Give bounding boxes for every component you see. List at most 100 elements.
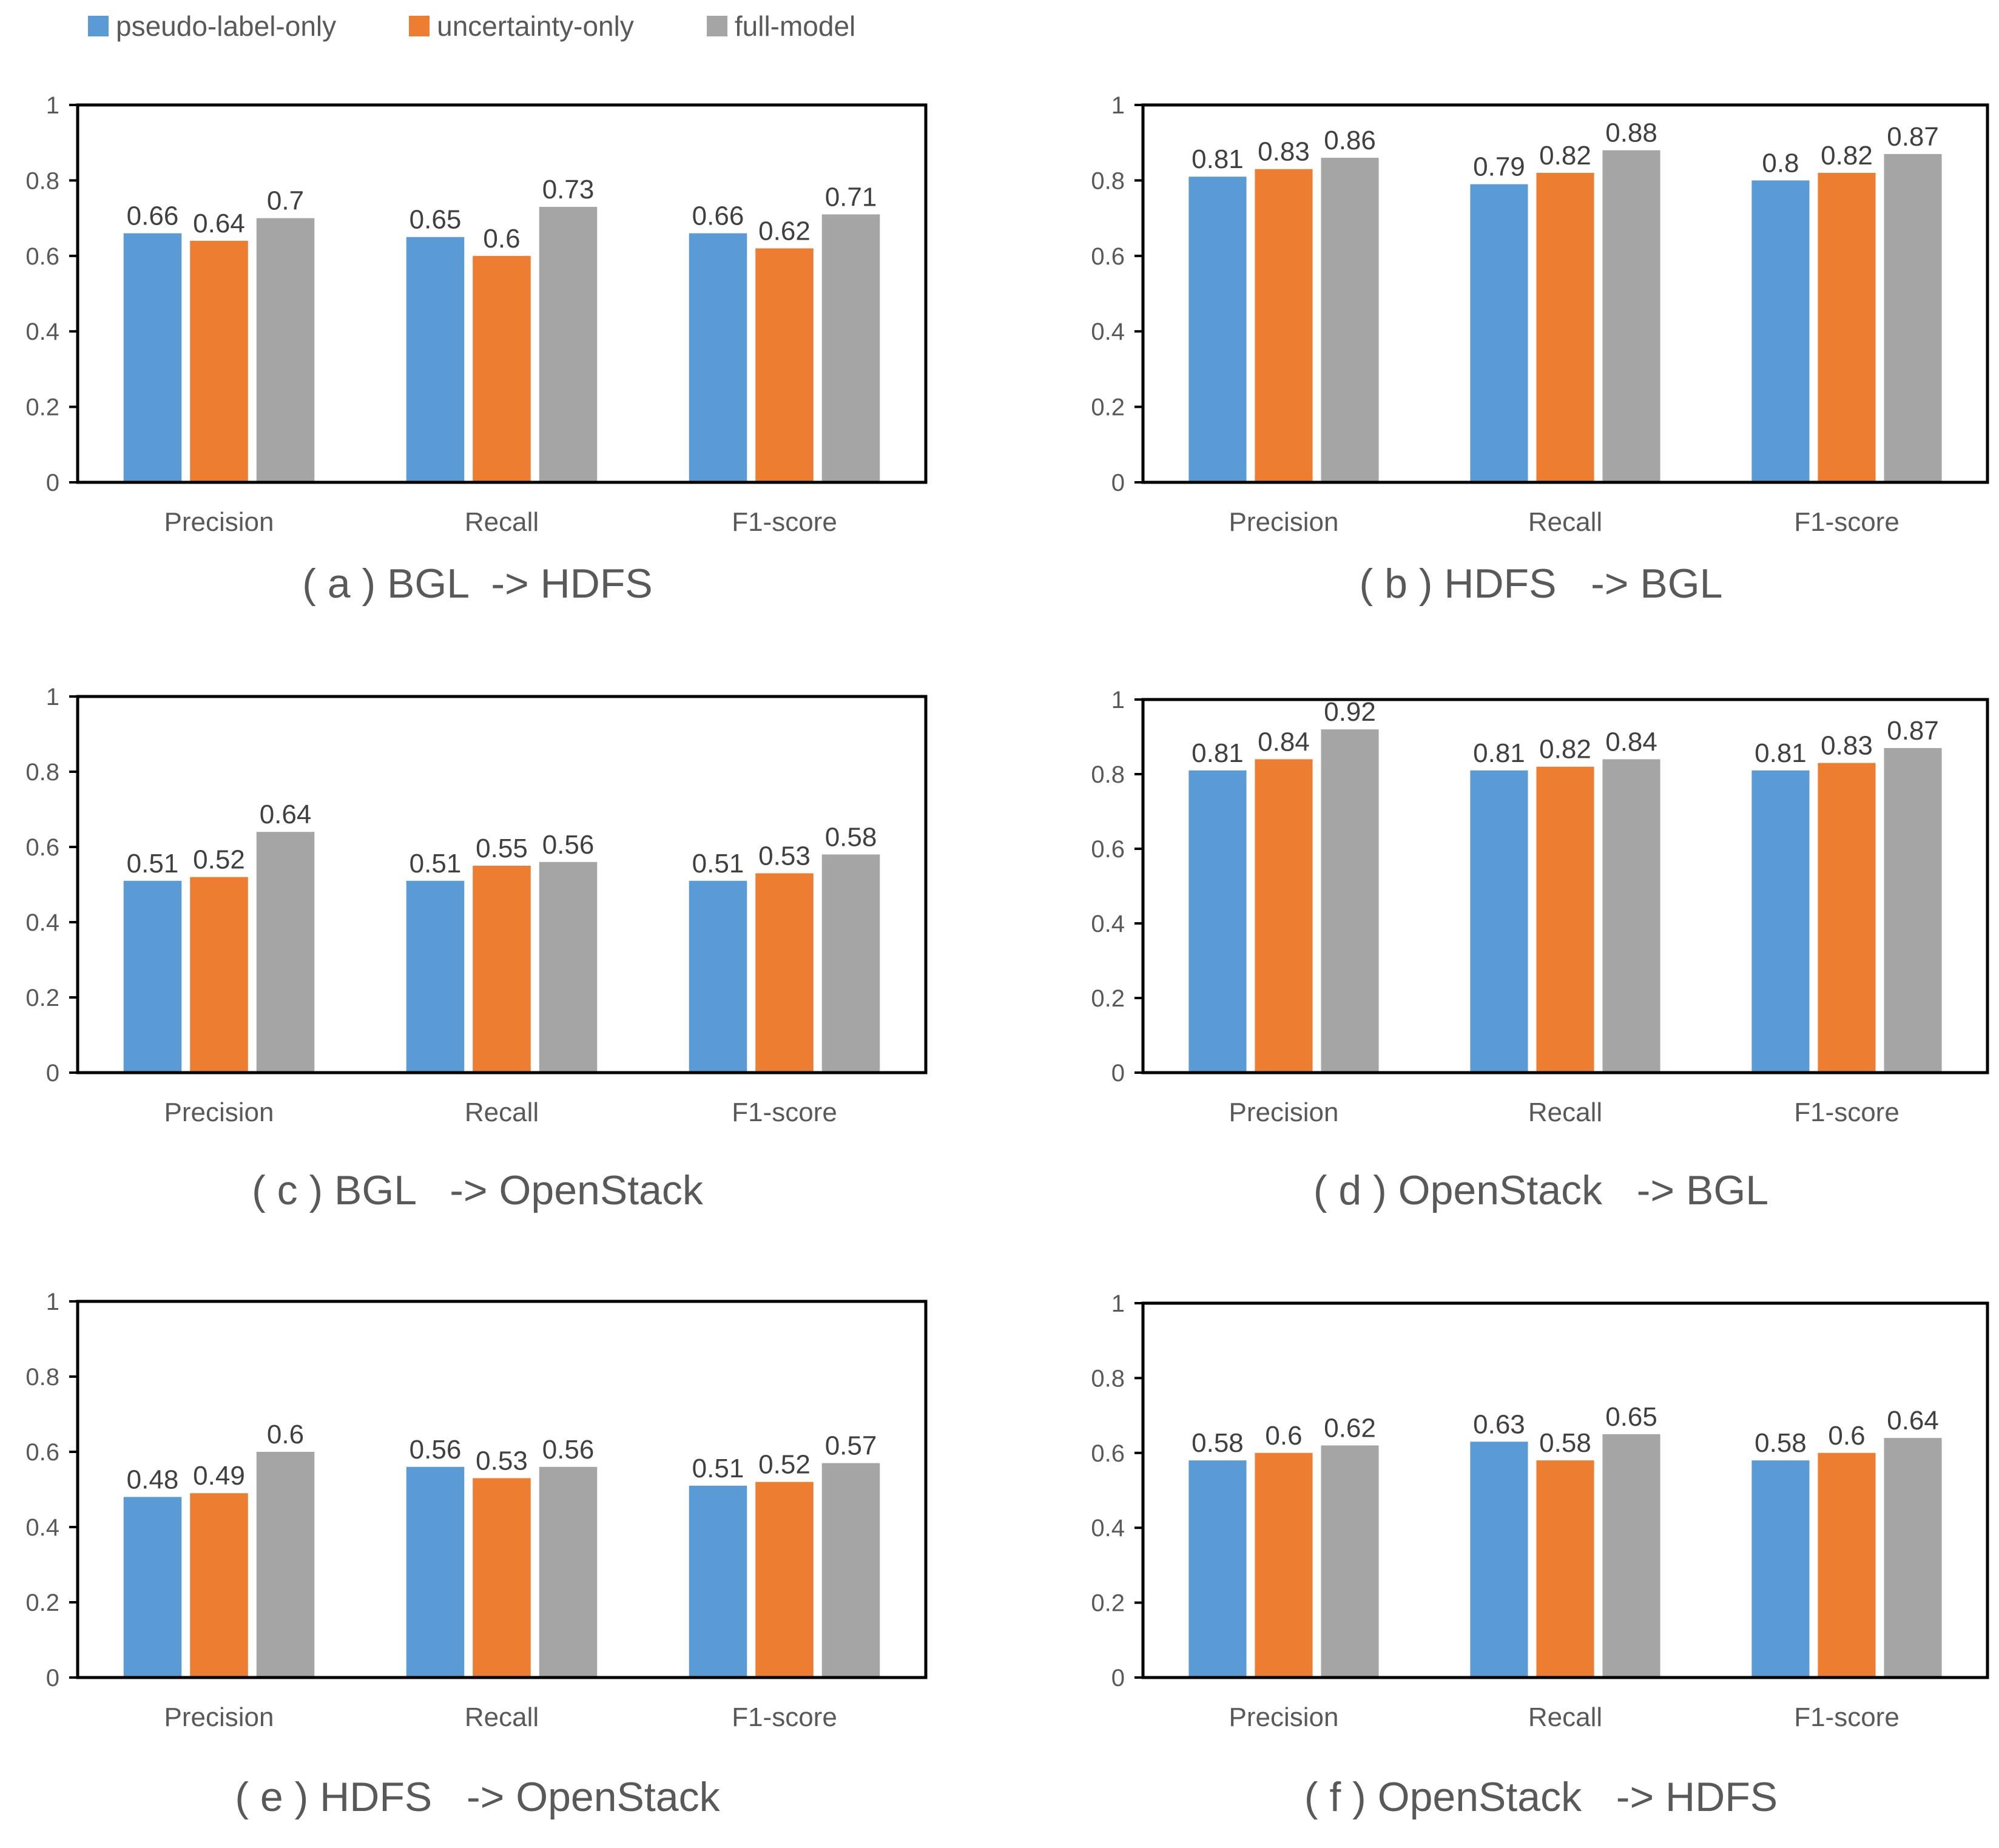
bar-full-model-precision [256, 832, 315, 1073]
chart-title: ( f ) OpenStack -> HDFS [1304, 1774, 1778, 1820]
bar-uncertainty-only-recall [1536, 766, 1594, 1073]
data-label: 0.81 [1192, 738, 1244, 768]
data-label: 0.81 [1192, 144, 1244, 174]
bar-full-model-f1-score [821, 1463, 880, 1678]
bar-uncertainty-only-recall [1536, 1460, 1594, 1678]
y-tick-label: 1 [1111, 92, 1125, 119]
data-label: 0.71 [825, 182, 877, 212]
data-label: 0.87 [1887, 716, 1939, 746]
data-label: 0.64 [260, 800, 312, 829]
legend-label-uncertainty-only: uncertainty-only [437, 10, 634, 42]
data-label: 0.58 [1539, 1428, 1591, 1458]
y-tick-label: 0.6 [25, 243, 59, 270]
bar-full-model-recall [1602, 1434, 1660, 1678]
data-label: 0.63 [1473, 1409, 1525, 1439]
bar-pseudo-label-only-precision [123, 1497, 182, 1678]
data-label: 0.82 [1821, 141, 1873, 170]
y-tick-label: 0.8 [1091, 1365, 1125, 1392]
bar-full-model-f1-score [821, 214, 880, 482]
data-label: 0.87 [1887, 122, 1939, 152]
bar-full-model-f1-score [1884, 747, 1942, 1073]
data-label: 0.6 [1265, 1421, 1302, 1451]
bar-full-model-recall [539, 206, 598, 482]
data-label: 0.73 [542, 175, 595, 204]
y-tick-label: 0 [1111, 1665, 1125, 1691]
chart-c: 0 0.2 0.4 0.6 0.8 1 0.51 0.52 0.64 Precision 0.51 0… [25, 684, 928, 1213]
bar-uncertainty-only-f1-score [755, 248, 814, 482]
chart-a: 0 0.2 0.4 0.6 0.8 1 0.66 0.64 0.7 Precision 0.65 0.… [25, 92, 928, 607]
bar-uncertainty-only-f1-score [1818, 172, 1876, 482]
data-label: 0.92 [1324, 697, 1376, 727]
y-tick-label: 0.8 [1091, 761, 1125, 788]
legend-swatch-full-model [706, 16, 727, 36]
x-category-label: Precision [1229, 1702, 1339, 1732]
data-label: 0.62 [758, 216, 811, 246]
x-category-label: Precision [164, 1098, 274, 1127]
bar-uncertainty-only-f1-score [755, 873, 814, 1073]
data-label: 0.66 [127, 201, 179, 231]
y-tick-label: 1 [46, 684, 59, 710]
plot-frame [1141, 1301, 1989, 1679]
y-tick-label: 0.2 [25, 1590, 59, 1616]
bar-pseudo-label-only-f1-score [689, 880, 747, 1073]
data-label: 0.83 [1821, 731, 1873, 761]
y-tick-label: 0 [1111, 470, 1125, 496]
bar-pseudo-label-only-precision [1188, 1460, 1247, 1678]
data-label: 0.56 [410, 1435, 462, 1465]
bar-uncertainty-only-f1-score [1818, 1452, 1876, 1678]
x-category-label: F1-score [732, 507, 837, 537]
legend-item-pseudo-label-only: pseudo-label-only [88, 10, 336, 42]
data-label: 0.56 [542, 1435, 595, 1465]
x-category-label: Precision [164, 507, 274, 537]
bar-full-model-recall [1602, 759, 1660, 1073]
bar-full-model-recall [539, 862, 598, 1073]
y-tick-label: 0.4 [1091, 319, 1125, 345]
y-tick-label: 0 [46, 1665, 59, 1691]
y-tick-label: 0.4 [1091, 911, 1125, 937]
data-label: 0.6 [483, 224, 520, 254]
bar-full-model-recall [1602, 150, 1660, 482]
y-tick-label: 0.4 [1091, 1515, 1125, 1542]
x-category-label: Recall [1528, 1702, 1602, 1732]
x-category-label: Precision [1229, 507, 1339, 537]
bar-pseudo-label-only-recall [1470, 1442, 1528, 1678]
bar-full-model-precision [1321, 1445, 1379, 1678]
data-label: 0.7 [267, 186, 304, 216]
x-category-label: Recall [1528, 507, 1602, 537]
data-label: 0.64 [1887, 1406, 1939, 1435]
data-label: 0.66 [692, 201, 744, 231]
bar-pseudo-label-only-recall [406, 880, 465, 1073]
y-tick-label: 0.2 [1091, 394, 1125, 421]
x-category-label: F1-score [1794, 1702, 1900, 1732]
bar-full-model-f1-score [821, 854, 880, 1073]
bar-pseudo-label-only-precision [1188, 177, 1247, 482]
data-label: 0.8 [1762, 148, 1799, 178]
bar-uncertainty-only-precision [190, 240, 248, 482]
y-tick-label: 0.2 [25, 394, 59, 421]
y-tick-label: 0 [46, 470, 59, 496]
bar-uncertainty-only-f1-score [1818, 763, 1876, 1073]
bar-uncertainty-only-recall [473, 255, 531, 482]
bar-pseudo-label-only-f1-score [689, 1485, 747, 1678]
bar-full-model-precision [256, 1452, 315, 1678]
x-category-label: Recall [465, 507, 539, 537]
bar-full-model-f1-score [1884, 1438, 1942, 1678]
data-label: 0.53 [758, 841, 811, 871]
x-category-label: F1-score [732, 1702, 837, 1732]
bar-pseudo-label-only-f1-score [1751, 770, 1810, 1073]
data-label: 0.6 [267, 1420, 304, 1449]
y-tick-label: 0.8 [1091, 167, 1125, 194]
legend-swatch-pseudo-label-only [88, 16, 109, 36]
data-label: 0.51 [127, 849, 179, 878]
data-label: 0.84 [1258, 727, 1310, 757]
data-label: 0.82 [1539, 735, 1591, 764]
plot-frame [76, 695, 928, 1074]
y-tick-label: 1 [1111, 1290, 1125, 1317]
x-category-label: F1-score [1794, 507, 1900, 537]
y-tick-label: 0.6 [25, 834, 59, 861]
bar-pseudo-label-only-f1-score [1751, 180, 1810, 482]
y-tick-label: 0.6 [1091, 1440, 1125, 1467]
